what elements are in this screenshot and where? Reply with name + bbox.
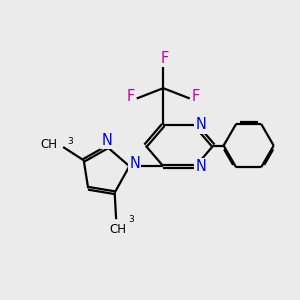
Text: CH: CH xyxy=(41,138,58,151)
Text: F: F xyxy=(160,51,169,66)
Text: 3: 3 xyxy=(68,136,73,146)
Text: F: F xyxy=(126,89,134,104)
Text: CH: CH xyxy=(109,223,126,236)
Text: N: N xyxy=(196,118,206,133)
Text: N: N xyxy=(101,133,112,148)
Text: 3: 3 xyxy=(128,215,134,224)
Text: N: N xyxy=(196,159,206,174)
Text: N: N xyxy=(129,156,140,171)
Text: F: F xyxy=(192,89,200,104)
